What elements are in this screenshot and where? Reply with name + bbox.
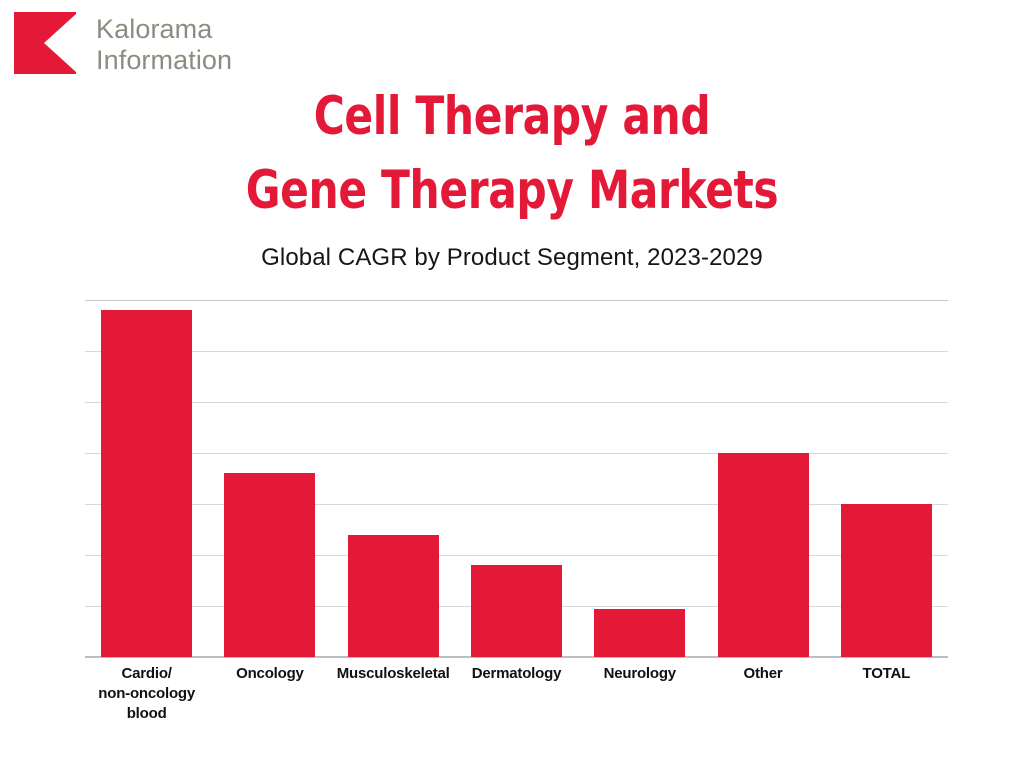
x-axis-label: TOTAL bbox=[862, 665, 911, 682]
page-title-line-1: Cell Therapy and bbox=[313, 86, 711, 147]
x-axis-label: Other bbox=[743, 665, 783, 682]
page-title: Cell Therapy and Gene Therapy Markets bbox=[102, 80, 921, 228]
bar[interactable] bbox=[594, 609, 686, 657]
bar-chart bbox=[85, 300, 948, 658]
x-axis-label: Cardio/ non-oncology blood bbox=[98, 665, 196, 722]
chart-x-axis-labels: Cardio/ non-oncology blood Oncology Muscul… bbox=[85, 664, 948, 724]
bar-slot bbox=[455, 300, 578, 657]
bar[interactable] bbox=[840, 504, 932, 657]
bar-slot bbox=[85, 300, 208, 657]
bar-slot bbox=[578, 300, 701, 657]
bar-slot bbox=[825, 300, 948, 657]
kalorama-k-mark-icon bbox=[14, 12, 76, 74]
brand-name-line-1: Kalorama bbox=[96, 14, 213, 44]
x-axis-label: Oncology bbox=[236, 665, 304, 682]
bar-slot bbox=[208, 300, 331, 657]
x-axis-label: Neurology bbox=[603, 665, 677, 682]
page-title-line-2: Gene Therapy Markets bbox=[245, 160, 779, 221]
bar[interactable] bbox=[470, 565, 562, 657]
x-axis-label: Musculoskeletal bbox=[336, 665, 450, 682]
bar-slot bbox=[332, 300, 455, 657]
bar[interactable] bbox=[224, 473, 316, 657]
bar[interactable] bbox=[347, 535, 439, 657]
bar-slot bbox=[701, 300, 824, 657]
x-axis-label: Dermatology bbox=[471, 665, 562, 682]
bar[interactable] bbox=[717, 453, 809, 657]
page-subtitle: Global CAGR by Product Segment, 2023-202… bbox=[261, 244, 763, 271]
brand-name: Kalorama Information bbox=[96, 12, 232, 76]
brand-name-line-2: Information bbox=[96, 45, 233, 75]
bar[interactable] bbox=[101, 310, 193, 657]
brand-logo: Kalorama Information bbox=[14, 12, 232, 76]
chart-bars bbox=[85, 300, 948, 657]
